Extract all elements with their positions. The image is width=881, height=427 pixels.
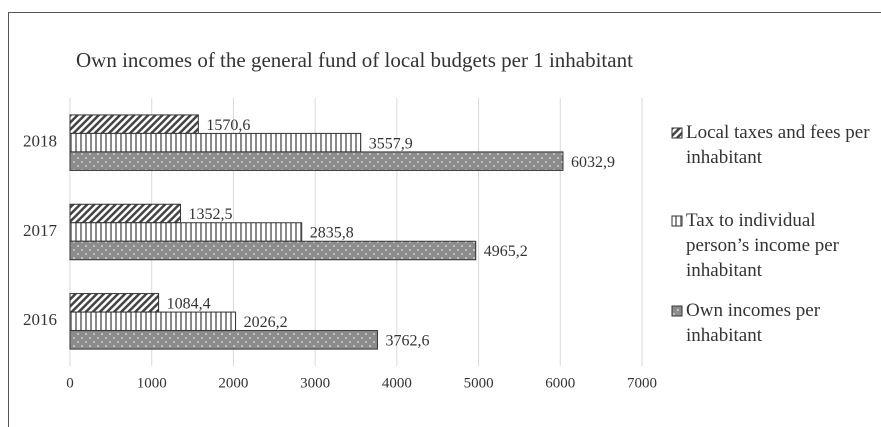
value-label: 1352,5 [189,206,233,223]
value-label: 3762,6 [385,333,429,350]
legend-entry: Own incomes per inhabitant [686,300,821,346]
value-label: 3557,9 [369,135,413,152]
x-tick-label: 1000 [137,375,167,391]
y-tick-label: 2016 [23,310,57,329]
bar [69,151,564,171]
y-tick-label: 2018 [23,132,57,151]
bar [69,240,477,261]
legend-label: Tax to individual person’s income per in… [686,210,840,281]
value-label: 2835,8 [310,225,354,242]
bar [69,293,160,313]
bar [69,330,378,350]
legend-label: Own incomes per inhabitant [686,300,821,346]
y-tick-label: 2017 [23,221,58,240]
value-label: 1570,6 [206,117,250,134]
legend-swatch [671,127,683,139]
value-label: 2026,2 [244,314,288,331]
legend-label: Local taxes and fees per inhabitant [686,122,870,168]
bar [69,114,199,134]
value-label: 1084,4 [167,296,211,313]
chart-title: Own incomes of the general fund of local… [76,48,633,72]
x-tick-label: 4000 [382,375,412,391]
bar [69,203,182,224]
bar [69,311,237,332]
x-tick-label: 0 [66,375,74,391]
legend-entry: Local taxes and fees per inhabitant [686,122,870,168]
x-tick-label: 3000 [300,375,330,391]
legend-swatch [671,215,683,227]
bar [69,132,362,153]
x-tick-label: 5000 [464,375,494,391]
legend-entry: Tax to individual person’s income per in… [686,210,840,281]
x-tick-label: 7000 [627,375,657,391]
value-label: 4965,2 [484,243,528,260]
bar [69,222,303,242]
value-label: 6032,9 [571,154,615,171]
x-tick-label: 2000 [218,375,248,391]
x-tick-label: 6000 [545,375,575,391]
legend-swatch [671,305,683,317]
frame [8,12,881,427]
